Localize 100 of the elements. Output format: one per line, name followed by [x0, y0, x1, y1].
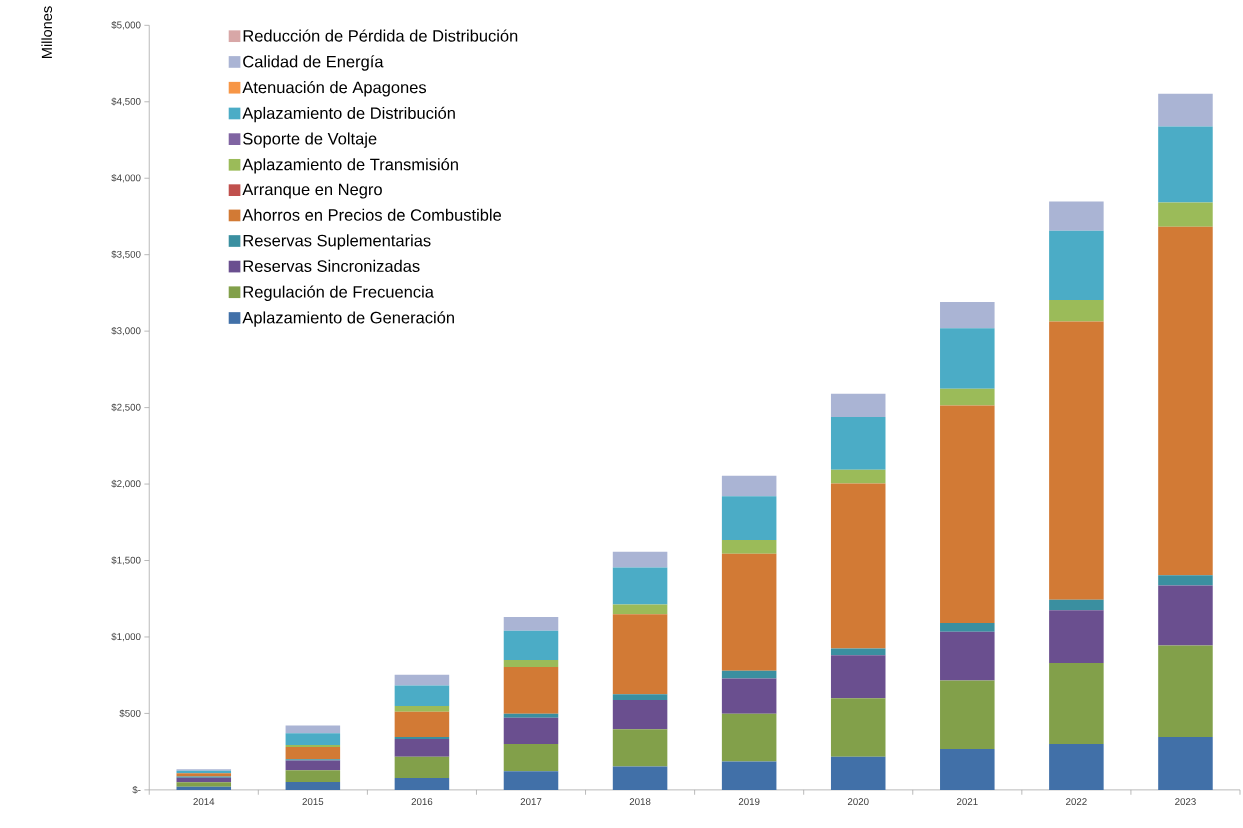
legend-label: Regulación de Frecuencia [243, 285, 434, 302]
y-tick-label: $2,000 [111, 479, 141, 489]
bar [394, 756, 450, 779]
legend-label: Aplazamiento de Distribución [242, 106, 455, 123]
bar [1158, 737, 1213, 790]
bar [503, 630, 559, 661]
bar [1049, 300, 1104, 322]
bar [1158, 126, 1213, 203]
bar [940, 623, 995, 632]
bar [940, 680, 995, 749]
bar [1049, 744, 1104, 790]
bar [503, 660, 559, 667]
bar [1158, 93, 1213, 127]
legend-label: Aplazamiento de Transmisión [242, 158, 458, 174]
bar [503, 771, 559, 790]
legend-label: Reducción de Pérdida de Distribución [243, 29, 518, 42]
y-tick-label: $4,000 [111, 174, 141, 183]
bar [612, 551, 668, 568]
x-tick-label: 2017 [520, 798, 542, 806]
bar [1158, 202, 1213, 227]
bar [940, 388, 995, 406]
bar [830, 648, 886, 656]
bar [830, 469, 886, 484]
x-tick-label: 2021 [957, 798, 978, 806]
bar [285, 746, 341, 760]
bar [394, 711, 450, 738]
x-tick-label: 2020 [847, 798, 869, 806]
bar [830, 417, 886, 470]
bar [830, 655, 886, 699]
x-tick-label: 2014 [193, 798, 215, 806]
bar [612, 700, 668, 730]
x-tick-label: 2019 [738, 798, 760, 806]
legend-label: Arranque en Negro [242, 183, 382, 199]
legend-label: Ahorros en Precios de Combustible [242, 208, 502, 221]
x-tick-label: 2018 [629, 798, 651, 806]
legend-label: Soporte de Voltaje [243, 132, 377, 148]
bar [612, 567, 668, 605]
bar [721, 475, 777, 497]
bar [1049, 599, 1104, 611]
y-tick-label: $4,500 [111, 97, 141, 107]
y-tick-label: $- [132, 786, 141, 794]
y-tick-label: $2,500 [111, 403, 141, 412]
y-tick-label: $5,000 [111, 21, 141, 30]
bar [394, 778, 450, 790]
bar [612, 729, 668, 767]
x-tick-label: 2016 [411, 798, 433, 806]
bar [940, 405, 995, 624]
legend-label: Atenuación de Apagones [242, 80, 427, 97]
y-tick-label: $1,500 [111, 556, 141, 565]
legend-label: Calidad de Energía [243, 55, 384, 71]
bar [394, 674, 450, 686]
y-tick-label: $3,500 [111, 250, 141, 259]
bar [721, 496, 777, 541]
bar [176, 786, 232, 790]
bar [721, 761, 777, 790]
bar [721, 553, 777, 671]
bar [285, 733, 341, 746]
bar [1049, 230, 1104, 301]
x-tick-label: 2015 [302, 798, 324, 806]
bar [830, 483, 886, 649]
bar [503, 744, 559, 772]
bar [394, 739, 450, 757]
bar [394, 705, 450, 712]
y-tick-label: $1,000 [111, 632, 141, 642]
bar [1049, 663, 1104, 745]
bar [503, 617, 559, 631]
bar [1158, 226, 1213, 576]
bar [285, 760, 341, 771]
bar [612, 766, 668, 790]
x-tick-label: 2022 [1066, 798, 1087, 806]
bar [176, 782, 232, 787]
bar [285, 782, 341, 790]
bar [394, 685, 450, 706]
y-axis-title: Millones [41, 6, 53, 59]
bar [830, 756, 886, 790]
bar [1049, 610, 1104, 664]
bar [1158, 585, 1213, 646]
bar [940, 631, 995, 681]
bar [612, 604, 668, 615]
bar [1158, 575, 1213, 586]
legend-label: Reservas Sincronizadas [243, 259, 420, 273]
bar [721, 713, 777, 762]
bar [940, 328, 995, 389]
bar [1049, 321, 1104, 600]
legend-label: Aplazamiento de Generación [242, 311, 454, 327]
bar [721, 540, 777, 554]
bar [940, 748, 995, 790]
bar [612, 614, 668, 695]
bar [612, 694, 668, 701]
bar [721, 678, 777, 714]
bar [503, 667, 559, 714]
bar [830, 698, 886, 757]
x-tick-label: 2023 [1175, 798, 1196, 806]
y-tick-label: $3,000 [111, 326, 141, 336]
bar [1049, 201, 1104, 231]
y-tick-label: $500 [119, 709, 141, 718]
bar [940, 302, 995, 329]
bar [503, 713, 559, 718]
bar [285, 770, 341, 783]
bar [285, 725, 341, 734]
